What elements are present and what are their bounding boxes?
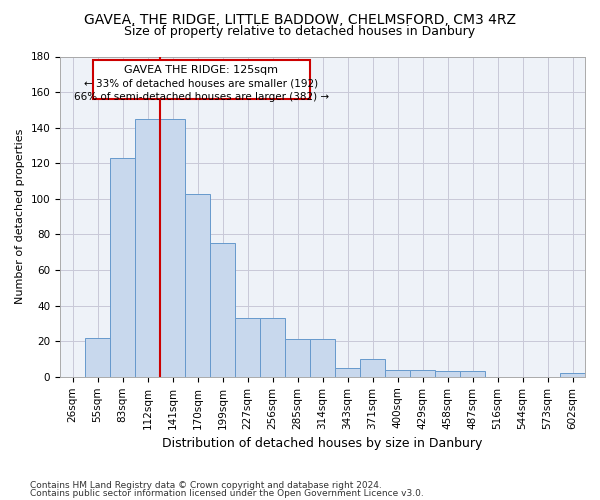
Bar bbox=[286, 340, 310, 377]
Bar bbox=[160, 119, 185, 377]
Bar bbox=[335, 368, 359, 377]
Bar bbox=[85, 338, 110, 377]
Bar bbox=[211, 244, 235, 377]
Bar bbox=[185, 194, 209, 377]
Y-axis label: Number of detached properties: Number of detached properties bbox=[15, 129, 25, 304]
Bar bbox=[385, 370, 410, 377]
Bar bbox=[460, 372, 485, 377]
Text: Contains public sector information licensed under the Open Government Licence v3: Contains public sector information licen… bbox=[30, 488, 424, 498]
Bar bbox=[361, 359, 385, 377]
Bar bbox=[560, 374, 584, 377]
Text: GAVEA, THE RIDGE, LITTLE BADDOW, CHELMSFORD, CM3 4RZ: GAVEA, THE RIDGE, LITTLE BADDOW, CHELMSF… bbox=[84, 12, 516, 26]
Bar bbox=[410, 370, 434, 377]
Text: Contains HM Land Registry data © Crown copyright and database right 2024.: Contains HM Land Registry data © Crown c… bbox=[30, 481, 382, 490]
Text: 66% of semi-detached houses are larger (382) →: 66% of semi-detached houses are larger (… bbox=[74, 92, 329, 102]
Bar bbox=[260, 318, 284, 377]
Text: Size of property relative to detached houses in Danbury: Size of property relative to detached ho… bbox=[124, 25, 476, 38]
Bar bbox=[310, 340, 335, 377]
Bar bbox=[110, 158, 134, 377]
Text: GAVEA THE RIDGE: 125sqm: GAVEA THE RIDGE: 125sqm bbox=[124, 66, 278, 76]
Bar bbox=[235, 318, 260, 377]
Text: ← 33% of detached houses are smaller (192): ← 33% of detached houses are smaller (19… bbox=[84, 78, 319, 88]
Bar bbox=[92, 60, 310, 99]
Bar bbox=[136, 119, 160, 377]
X-axis label: Distribution of detached houses by size in Danbury: Distribution of detached houses by size … bbox=[163, 437, 483, 450]
Bar bbox=[436, 372, 460, 377]
